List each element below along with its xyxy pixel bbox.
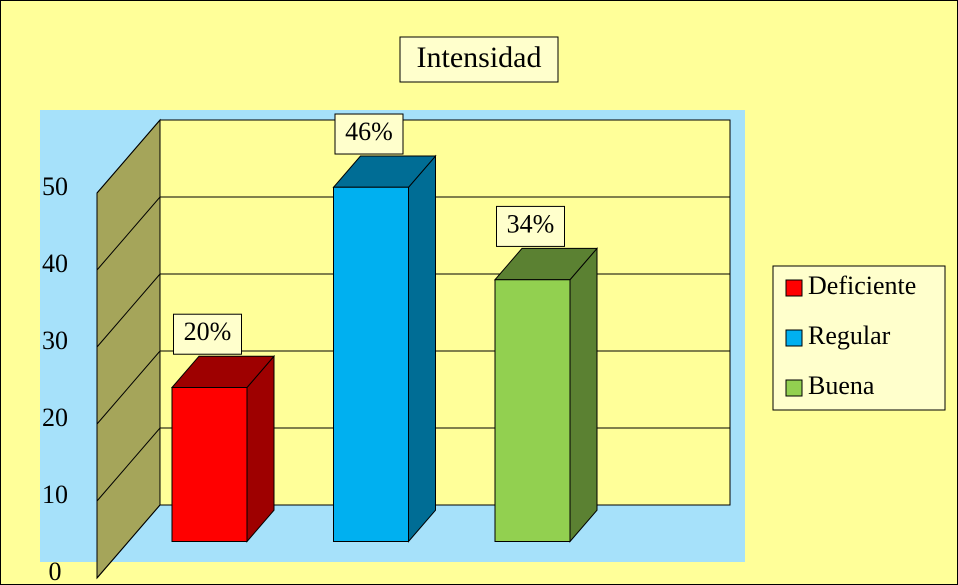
value-label-box bbox=[173, 313, 242, 355]
y-tick-label: 0 bbox=[49, 557, 62, 585]
bar-side bbox=[408, 154, 436, 543]
grid-line bbox=[96, 196, 730, 271]
value-label-box bbox=[496, 205, 565, 247]
value-label-box bbox=[334, 113, 404, 155]
bar bbox=[493, 247, 599, 543]
y-tick-label: 50 bbox=[42, 172, 68, 201]
y-tick-label: 10 bbox=[42, 480, 68, 509]
bar bbox=[170, 354, 276, 543]
bar-front bbox=[171, 387, 248, 542]
legend-swatch bbox=[785, 279, 803, 297]
legend-swatch bbox=[785, 329, 803, 347]
value-label: 20% bbox=[184, 317, 232, 346]
legend-label: Deficiente bbox=[808, 271, 916, 300]
grid-line bbox=[96, 119, 730, 194]
chart-title: Intensidad bbox=[417, 41, 542, 74]
value-label: 34% bbox=[507, 209, 555, 238]
bar-side bbox=[246, 354, 275, 543]
title-box bbox=[399, 36, 559, 83]
legend-swatch bbox=[785, 379, 803, 397]
value-label: 46% bbox=[345, 117, 393, 146]
bar-front bbox=[494, 279, 571, 542]
y-tick-label: 20 bbox=[42, 403, 68, 432]
legend-label: Regular bbox=[808, 321, 891, 350]
side-wall bbox=[96, 118, 161, 580]
y-tick-label: 40 bbox=[42, 249, 68, 278]
bar bbox=[332, 154, 437, 543]
y-tick-label: 30 bbox=[42, 326, 68, 355]
bar-front bbox=[333, 186, 409, 542]
legend-label: Buena bbox=[808, 371, 875, 400]
bar-side bbox=[569, 247, 598, 543]
